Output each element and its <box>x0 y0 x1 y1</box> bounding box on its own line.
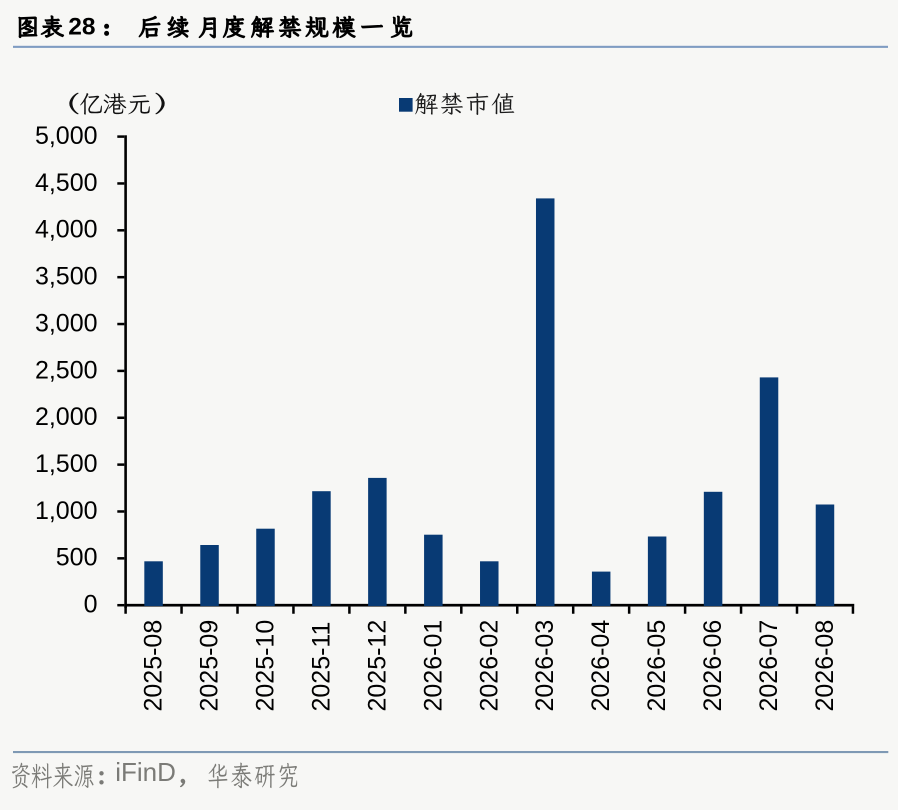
svg-text:3,500: 3,500 <box>35 263 98 291</box>
svg-text:2026-07: 2026-07 <box>755 620 783 712</box>
svg-text:iFinD: iFinD <box>115 757 176 787</box>
svg-text:3,000: 3,000 <box>35 309 98 337</box>
svg-text:4,000: 4,000 <box>35 216 98 244</box>
svg-text:2026-05: 2026-05 <box>643 620 671 712</box>
svg-text:5,000: 5,000 <box>35 122 98 150</box>
svg-text:2025-08: 2025-08 <box>140 620 168 712</box>
svg-text:2,500: 2,500 <box>35 356 98 384</box>
svg-text:28: 28 <box>68 14 95 41</box>
svg-text:0: 0 <box>84 591 98 619</box>
svg-text:2026-03: 2026-03 <box>531 620 559 712</box>
svg-text:2025-11: 2025-11 <box>307 622 335 712</box>
svg-text:2026-04: 2026-04 <box>587 620 615 712</box>
svg-text:2026-06: 2026-06 <box>699 620 727 712</box>
svg-text:2026-02: 2026-02 <box>475 620 503 712</box>
svg-text:1,000: 1,000 <box>35 497 98 525</box>
svg-text:2026-08: 2026-08 <box>811 620 839 712</box>
svg-text:2025-09: 2025-09 <box>196 620 224 712</box>
svg-text:1,500: 1,500 <box>35 450 98 478</box>
svg-text:2026-01: 2026-01 <box>419 620 447 712</box>
svg-text:2,000: 2,000 <box>35 403 98 431</box>
svg-text:500: 500 <box>56 544 98 572</box>
svg-text:2025-12: 2025-12 <box>363 620 391 712</box>
svg-text:2025-10: 2025-10 <box>251 620 279 712</box>
svg-text:4,500: 4,500 <box>35 169 98 197</box>
